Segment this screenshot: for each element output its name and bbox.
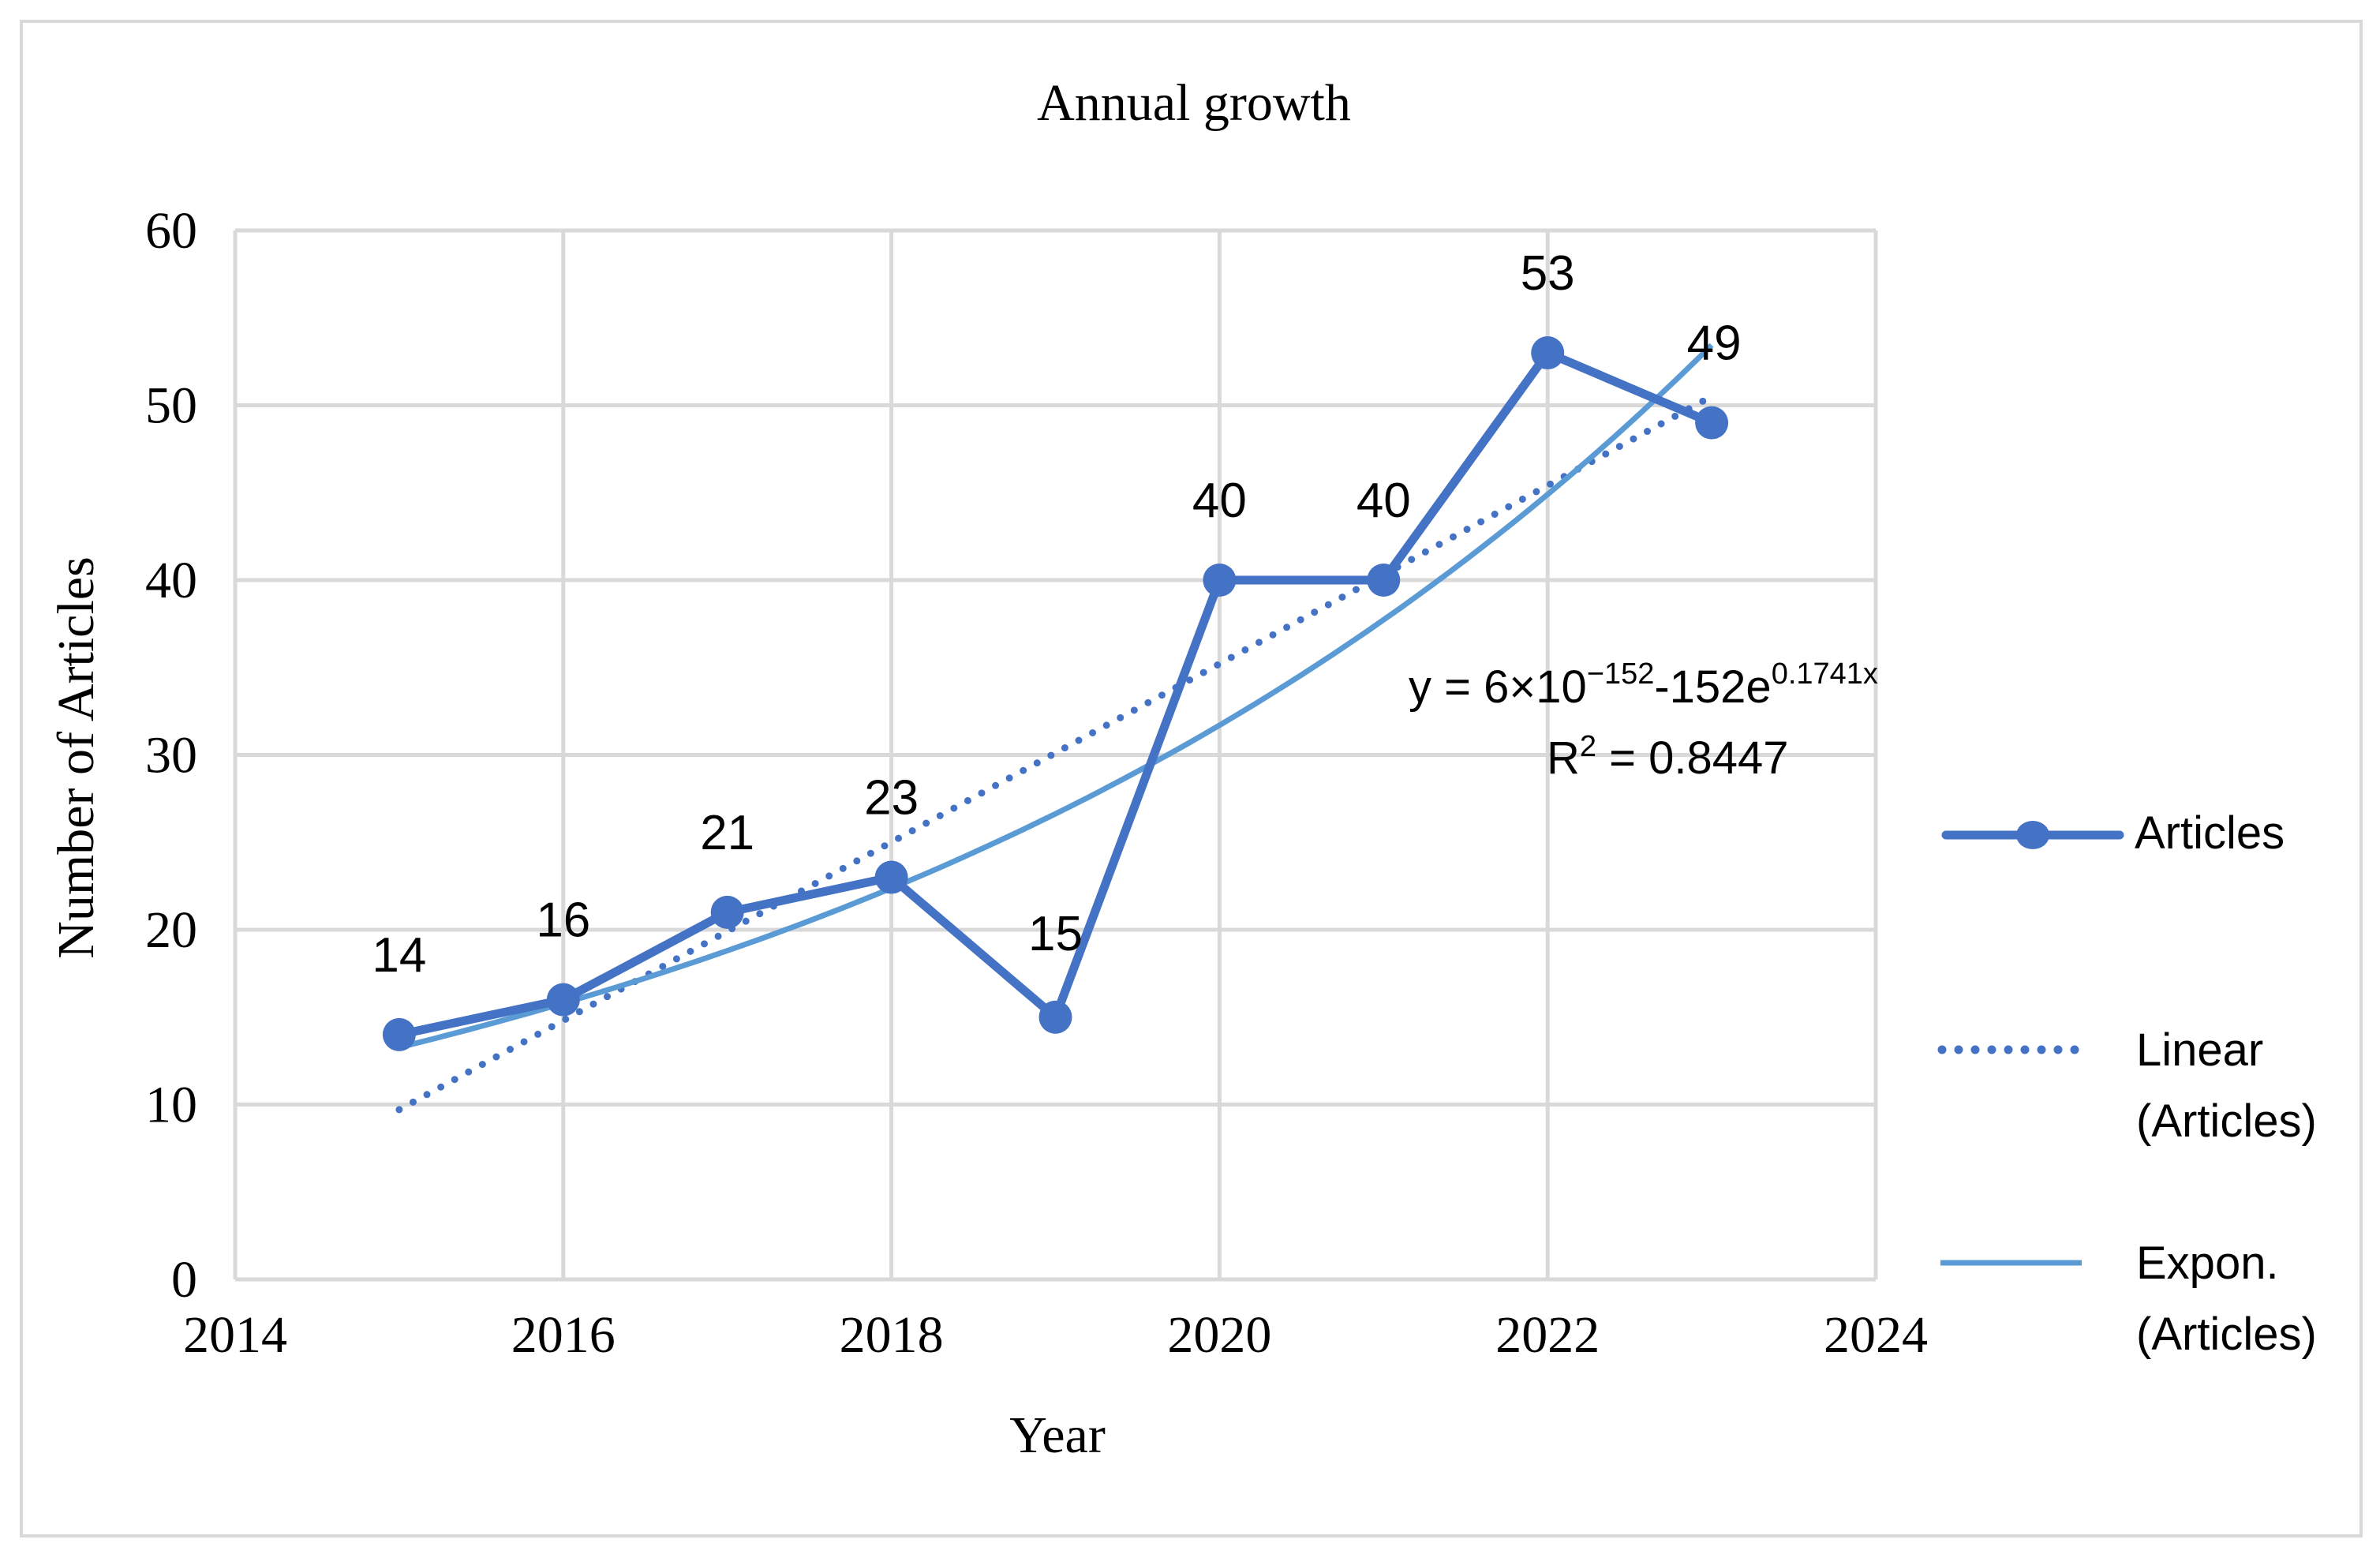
data-label: 53 xyxy=(1521,246,1575,301)
series-articles xyxy=(382,336,1729,1051)
y-tick-label: 60 xyxy=(145,202,197,260)
legend-item-linear: Linear (Articles) xyxy=(1937,1024,2317,1147)
y-tick-label: 0 xyxy=(171,1251,197,1309)
y-tick-label: 30 xyxy=(145,727,197,785)
data-point xyxy=(1203,564,1237,597)
x-tick-label: 2014 xyxy=(183,1306,287,1364)
r2-value: = 0.8447 xyxy=(1596,732,1789,784)
x-tick-label: 2018 xyxy=(840,1306,944,1364)
y-tick-label: 20 xyxy=(145,901,197,959)
data-point xyxy=(710,895,744,929)
data-point xyxy=(1038,1000,1072,1034)
x-tick-label: 2016 xyxy=(511,1306,616,1364)
equation-prefix: y = 6×10 xyxy=(1409,661,1587,713)
y-tick-label: 40 xyxy=(145,552,197,609)
r-squared: R2 = 0.8447 xyxy=(1547,730,1789,784)
data-label: 15 xyxy=(1028,907,1083,961)
data-label: 16 xyxy=(536,893,590,948)
legend-item-articles: Articles xyxy=(1941,807,2285,859)
chart-border xyxy=(20,20,2363,1537)
data-label: 21 xyxy=(700,806,754,860)
data-point xyxy=(546,983,580,1017)
trendline-linear xyxy=(395,392,1716,1114)
equation-exp1: −152 xyxy=(1587,657,1655,691)
legend-item-exponential: Expon. (Articles) xyxy=(1940,1238,2317,1360)
y-axis-label: Number of Articles xyxy=(47,556,105,959)
legend-label-exponential: Expon. (Articles) xyxy=(2136,1238,2317,1360)
data-label: 40 xyxy=(1192,474,1247,528)
data-labels: 14 16 21 23 15 40 40 53 49 xyxy=(372,246,1741,983)
legend-label-linear: Linear (Articles) xyxy=(2136,1024,2317,1147)
grid xyxy=(233,228,1878,1282)
x-axis-label: Year xyxy=(1009,1406,1106,1464)
data-label: 49 xyxy=(1687,316,1742,371)
x-tick-label: 2020 xyxy=(1167,1306,1271,1364)
x-axis-ticks: 2014 2016 2018 2020 2022 2024 xyxy=(183,1306,1928,1364)
chart-title: Annual growth xyxy=(1037,74,1351,132)
data-point xyxy=(382,1017,416,1051)
legend-marker-icon xyxy=(2016,821,2049,849)
equation-exp2: 0.1741x xyxy=(1772,657,1878,691)
y-tick-label: 50 xyxy=(145,377,197,435)
data-point xyxy=(1531,336,1565,370)
trendlines xyxy=(395,343,1716,1114)
data-point xyxy=(1367,564,1401,597)
legend-label-articles: Articles xyxy=(2135,807,2285,859)
equation-mid: -152e xyxy=(1654,661,1771,713)
data-label: 14 xyxy=(372,928,426,983)
y-axis-ticks: 0 10 20 30 40 50 60 xyxy=(145,202,197,1309)
legend: Articles Linear (Articles) Expon. (Article… xyxy=(1937,807,2317,1360)
data-label: 40 xyxy=(1357,474,1411,528)
x-tick-label: 2024 xyxy=(1824,1306,1928,1364)
trendline-exponential xyxy=(399,343,1714,1051)
trend-equation: y = 6×10−152-152e0.1741x xyxy=(1409,657,1878,713)
x-tick-label: 2022 xyxy=(1495,1306,1600,1364)
y-tick-label: 10 xyxy=(145,1077,197,1134)
data-label: 23 xyxy=(864,771,919,826)
r2-prefix: R xyxy=(1547,732,1580,784)
r2-sup: 2 xyxy=(1580,730,1596,763)
data-point xyxy=(874,860,908,894)
data-point xyxy=(1695,406,1729,440)
